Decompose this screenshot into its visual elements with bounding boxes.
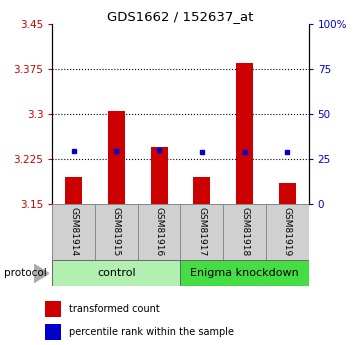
Bar	[45, 301, 61, 317]
Bar	[45, 324, 61, 340]
Text: GSM81916: GSM81916	[155, 207, 164, 257]
Bar	[180, 204, 223, 260]
Bar	[236, 63, 253, 204]
Text: protocol: protocol	[4, 268, 46, 278]
Text: GSM81914: GSM81914	[69, 207, 78, 257]
Bar	[52, 260, 180, 286]
Bar	[223, 204, 266, 260]
Bar	[65, 177, 82, 204]
Text: GSM81918: GSM81918	[240, 207, 249, 257]
Text: control: control	[97, 268, 136, 278]
Bar	[266, 204, 309, 260]
Text: Enigma knockdown: Enigma knockdown	[190, 268, 299, 278]
Bar	[180, 260, 309, 286]
Text: GSM81915: GSM81915	[112, 207, 121, 257]
Bar	[95, 204, 138, 260]
Title: GDS1662 / 152637_at: GDS1662 / 152637_at	[107, 10, 254, 23]
Text: GSM81917: GSM81917	[197, 207, 206, 257]
Text: GSM81919: GSM81919	[283, 207, 292, 257]
Text: percentile rank within the sample: percentile rank within the sample	[69, 327, 234, 337]
Bar	[52, 204, 95, 260]
Bar	[151, 147, 168, 204]
Bar	[138, 204, 180, 260]
Text: transformed count: transformed count	[69, 304, 160, 314]
Polygon shape	[34, 264, 49, 282]
Bar	[108, 111, 125, 204]
Bar	[279, 183, 296, 204]
Bar	[193, 177, 210, 204]
